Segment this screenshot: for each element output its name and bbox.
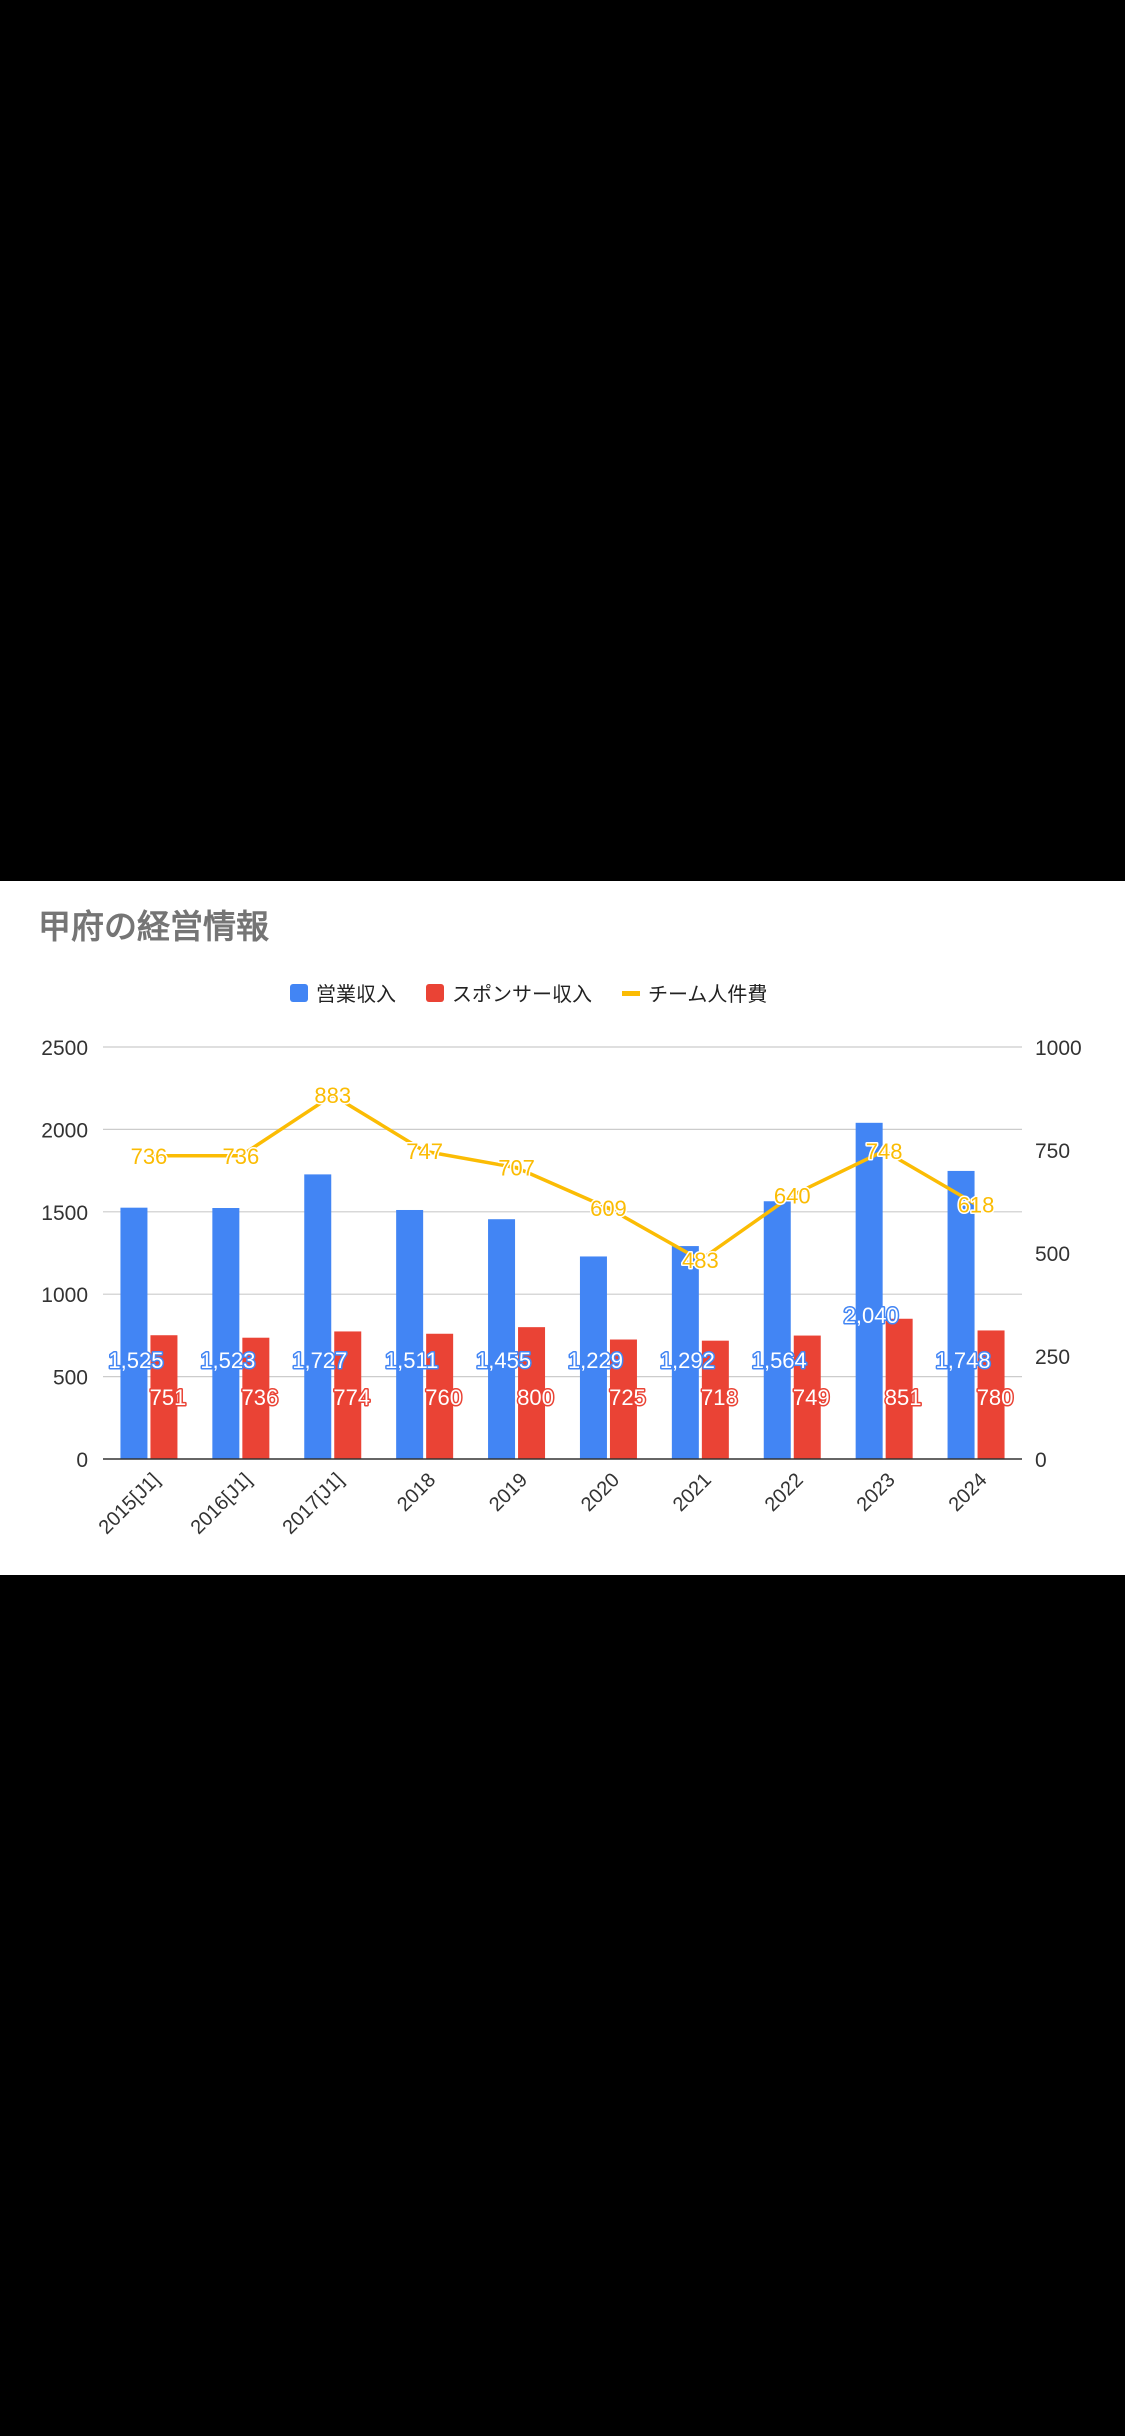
- bar-data-label: 1,523: [200, 1348, 255, 1373]
- x-tick-label: 2021: [669, 1469, 716, 1516]
- line-data-label: 609: [590, 1196, 627, 1221]
- y-left-tick-label: 1000: [41, 1284, 88, 1307]
- bar: [426, 1333, 454, 1459]
- bar-data-label: 1,727: [292, 1348, 347, 1373]
- legend-entry: スポンサー収入: [452, 982, 592, 1006]
- line-point: [422, 1149, 427, 1154]
- y-axis-right: 0 250 500 750 1000: [1035, 1037, 1082, 1472]
- bar-data-label: 1,748: [936, 1348, 991, 1373]
- line-data-label: 483: [682, 1248, 719, 1273]
- line-point: [514, 1165, 519, 1170]
- bar: [793, 1335, 821, 1459]
- y-right-tick-label: 1000: [1035, 1037, 1082, 1060]
- bar: [701, 1340, 729, 1459]
- line-point: [698, 1258, 703, 1263]
- bar: [671, 1246, 699, 1459]
- bar-data-label: 774: [333, 1385, 370, 1410]
- chart-title: 甲府の経営情報: [38, 907, 269, 946]
- line-point: [790, 1193, 795, 1198]
- bar-data-label: 1,229: [568, 1348, 623, 1373]
- line-series: [148, 1093, 977, 1262]
- bar-data-label: 2,040: [844, 1303, 899, 1328]
- line-point: [238, 1153, 243, 1158]
- x-tick-label: 2019: [485, 1469, 532, 1516]
- line-data-label: 640: [774, 1183, 811, 1208]
- bar-data-label: 1,511: [385, 1348, 438, 1373]
- line-point: [146, 1153, 151, 1158]
- line-marks: [146, 1093, 979, 1263]
- y-right-tick-label: 250: [1035, 1346, 1070, 1369]
- y-left-tick-label: 2000: [41, 1119, 88, 1142]
- bar-data-label: 1,455: [476, 1348, 531, 1373]
- bar: [579, 1256, 607, 1459]
- bar-data-label: 800: [517, 1385, 554, 1410]
- x-tick-label: 2016[J1]: [187, 1469, 257, 1539]
- line-data-label: 736: [131, 1144, 168, 1169]
- line-data-label: 747: [406, 1139, 443, 1164]
- bar: [763, 1201, 791, 1459]
- legend-swatch: [290, 984, 308, 1002]
- x-tick-label: 2024: [945, 1469, 992, 1516]
- line-point: [974, 1202, 979, 1207]
- bar-data-label: 736: [241, 1385, 278, 1410]
- x-tick-label: 2023: [853, 1469, 900, 1516]
- x-tick-label: 2015[J1]: [95, 1469, 165, 1539]
- legend-entry: 営業収入: [316, 982, 396, 1006]
- bar: [885, 1318, 913, 1459]
- x-tick-label: 2018: [393, 1469, 440, 1516]
- x-tick-label: 2020: [577, 1469, 624, 1516]
- bar-data-label: 1,292: [660, 1348, 715, 1373]
- bar: [120, 1207, 148, 1459]
- bar-data-label: 780: [977, 1385, 1014, 1410]
- bar: [334, 1331, 362, 1459]
- y-axis-left: 0 500 1000 1500 2000 2500: [41, 1037, 88, 1472]
- bar: [396, 1209, 424, 1459]
- y-left-tick-label: 0: [76, 1449, 88, 1472]
- legend-swatch: [426, 984, 444, 1002]
- line-data-label: 883: [314, 1083, 351, 1108]
- x-tick-label: 2017[J1]: [278, 1469, 348, 1539]
- bar: [977, 1330, 1005, 1459]
- chart-card: 甲府の経営情報 営業収入 スポンサー収入 チーム人件費 0 500 1000 1500 20…: [0, 881, 1125, 1575]
- data-labels: 1,525 1,523 1,727 1,511 1,455 1,229 1,292 1,564…: [107, 1082, 1015, 1412]
- x-axis: 2015[J1] 2016[J1] 2017[J1] 2018 2019 2020 2021…: [95, 1458, 1022, 1539]
- bar-data-label: 1,564: [752, 1348, 807, 1373]
- y-right-tick-label: 0: [1035, 1449, 1047, 1472]
- bar: [304, 1174, 332, 1459]
- x-tick-label: 2022: [761, 1469, 808, 1516]
- line-data-label: 618: [958, 1192, 995, 1217]
- bar-marks: [120, 1122, 1005, 1459]
- line-point: [330, 1093, 335, 1098]
- bar: [518, 1327, 546, 1459]
- y-left-tick-label: 2500: [41, 1037, 88, 1060]
- line-point: [882, 1148, 887, 1153]
- bar-data-label: 751: [150, 1385, 187, 1410]
- chart-legend: 営業収入 スポンサー収入 チーム人件費: [290, 982, 767, 1006]
- bar: [242, 1337, 270, 1459]
- legend-swatch: [622, 991, 640, 996]
- line-data-label: 748: [866, 1139, 903, 1164]
- bar: [212, 1208, 240, 1459]
- bar: [150, 1335, 178, 1459]
- bar-data-label: 725: [609, 1385, 646, 1410]
- chart-svg: 甲府の経営情報 営業収入 スポンサー収入 チーム人件費 0 500 1000 1500 20…: [38, 907, 1082, 1539]
- line-data-label: 736: [222, 1144, 259, 1169]
- line-point: [606, 1206, 611, 1211]
- bar-data-label: 749: [793, 1385, 830, 1410]
- line-data-label: 707: [498, 1156, 535, 1181]
- y-right-tick-label: 750: [1035, 1140, 1070, 1163]
- y-left-tick-label: 1500: [41, 1202, 88, 1225]
- y-left-tick-label: 500: [53, 1367, 88, 1390]
- bar: [609, 1339, 637, 1459]
- bar-data-label: 760: [425, 1385, 462, 1410]
- bar: [855, 1122, 883, 1459]
- legend-entry: チーム人件費: [648, 982, 767, 1006]
- bar: [947, 1170, 975, 1459]
- bar-data-label: 851: [885, 1385, 922, 1410]
- y-right-tick-label: 500: [1035, 1243, 1070, 1266]
- bar-data-label: 718: [701, 1385, 738, 1410]
- bar: [488, 1219, 516, 1459]
- bar-data-label: 1,525: [108, 1348, 163, 1373]
